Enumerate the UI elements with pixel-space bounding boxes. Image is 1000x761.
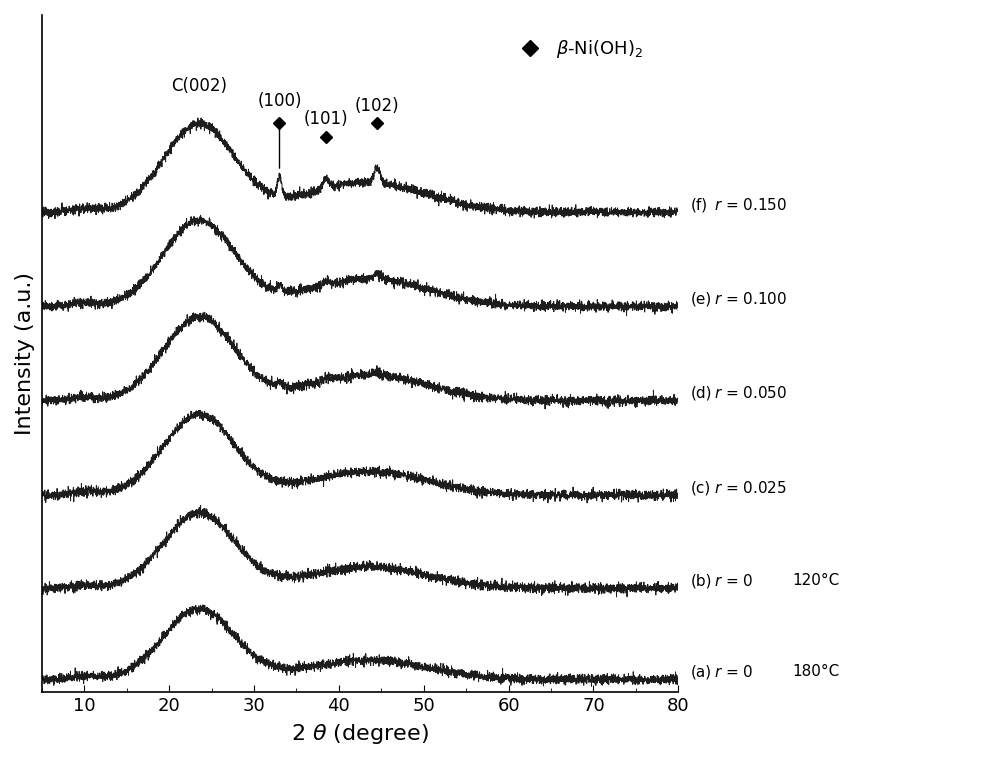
X-axis label: 2 $\theta$ (degree): 2 $\theta$ (degree) xyxy=(291,722,429,746)
Text: (e): (e) xyxy=(691,291,712,307)
Legend: $\beta$-Ni(OH)$_2$: $\beta$-Ni(OH)$_2$ xyxy=(505,30,650,67)
Text: (f): (f) xyxy=(691,197,708,212)
Text: $r$ = 0.050: $r$ = 0.050 xyxy=(714,385,787,401)
Text: (101): (101) xyxy=(304,110,348,128)
Text: C(002): C(002) xyxy=(171,78,227,95)
Text: $r$ = 0.100: $r$ = 0.100 xyxy=(714,291,787,307)
Text: $r$ = 0: $r$ = 0 xyxy=(714,573,753,589)
Text: $r$ = 0: $r$ = 0 xyxy=(714,664,753,680)
Text: 180°C: 180°C xyxy=(793,664,840,680)
Text: (102): (102) xyxy=(355,97,399,115)
Text: $r$ = 0.025: $r$ = 0.025 xyxy=(714,479,787,495)
Text: 120°C: 120°C xyxy=(793,573,840,588)
Text: (d): (d) xyxy=(691,386,712,401)
Text: (100): (100) xyxy=(257,92,302,110)
Text: $r$ = 0.150: $r$ = 0.150 xyxy=(714,196,787,212)
Y-axis label: Intensity (a.u.): Intensity (a.u.) xyxy=(15,272,35,435)
Text: (b): (b) xyxy=(691,573,712,588)
Text: (a): (a) xyxy=(691,664,712,680)
Text: (c): (c) xyxy=(691,480,711,495)
